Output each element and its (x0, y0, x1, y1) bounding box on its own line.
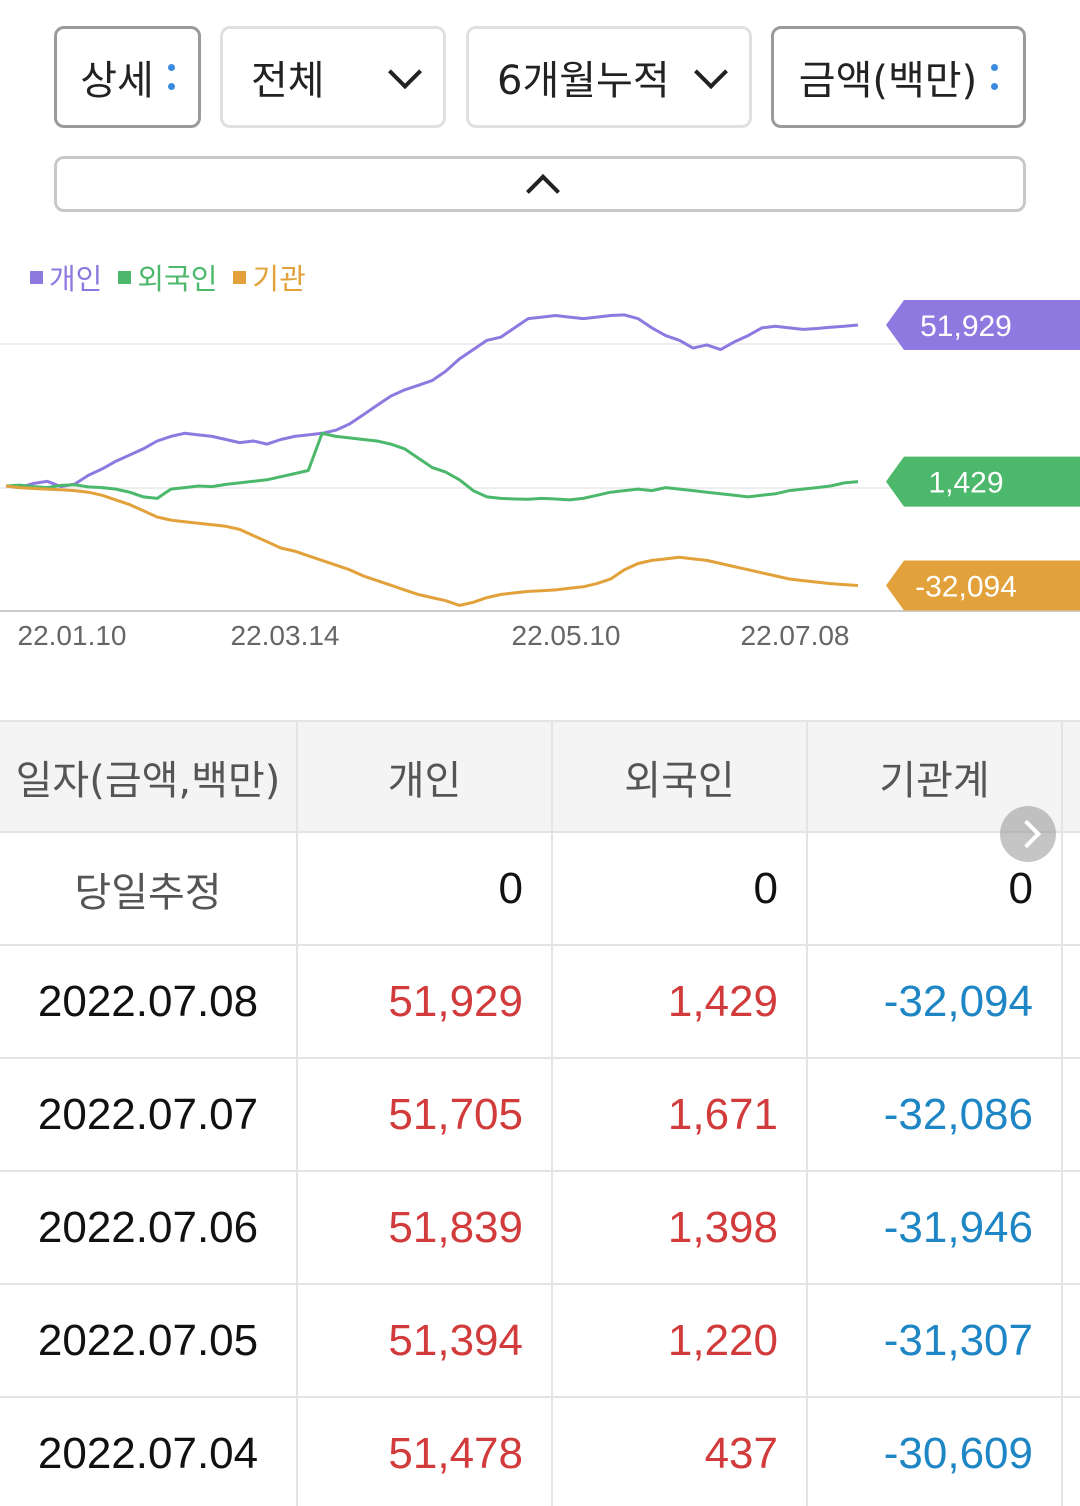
table-row-today: 당일추정 0 0 0 (0, 833, 1080, 946)
cell-date: 2022.07.05 (0, 1285, 298, 1396)
cell-institution: -32,086 (808, 1059, 1063, 1170)
end-tag-label: 1,429 (928, 467, 1003, 500)
legend-swatch (30, 270, 43, 284)
cell-individual: 51,394 (298, 1285, 553, 1396)
cell-foreign: 1,671 (553, 1059, 808, 1170)
cell-institution: 0 (808, 833, 1063, 944)
kebab-icon (991, 64, 999, 90)
unit-label: 금액(백만) (798, 58, 978, 104)
legend-label: 기관 (252, 262, 306, 296)
table-row: 2022.07.04 51,478 437 -30,609 (0, 1398, 1080, 1506)
cell-individual: 51,478 (298, 1398, 553, 1506)
scope-value: 전체 (251, 58, 325, 104)
x-tick-label: 22.01.10 (18, 620, 127, 651)
cell-foreign: 437 (553, 1398, 808, 1506)
today-label: 당일추정 (0, 833, 298, 944)
cell-institution: -31,307 (808, 1285, 1063, 1396)
table-row: 2022.07.05 51,394 1,220 -31,307 (0, 1285, 1080, 1398)
header-institution: 기관계 (808, 722, 1063, 831)
row-filler (1063, 1398, 1080, 1506)
cell-individual: 51,705 (298, 1059, 553, 1170)
chevron-up-icon (526, 174, 560, 208)
series-end-tag-2: -32,094 (886, 560, 1080, 611)
end-tag-label: 51,929 (920, 310, 1012, 343)
filter-bar: 상세 전체 6개월누적 금액(백만) (54, 26, 1026, 128)
scroll-right-button[interactable] (1000, 806, 1056, 862)
row-filler (1063, 1059, 1080, 1170)
chart-legend: 개인 외국인 기관 (30, 256, 322, 298)
header-individual: 개인 (298, 722, 553, 831)
series-line-0 (5, 313, 859, 490)
chevron-down-icon (694, 55, 728, 90)
cell-individual: 0 (298, 833, 553, 944)
unit-menu-button[interactable]: 금액(백만) (771, 26, 1026, 128)
investor-trend-chart: 51,929 1,429 -32,094 22.01.10 22.03.14 22.05… (0, 300, 1080, 651)
legend-item-foreign: 외국인 (118, 256, 217, 298)
legend-item-individual: 개인 (30, 256, 102, 298)
cell-date: 2022.07.07 (0, 1059, 298, 1170)
table-row: 2022.07.07 51,705 1,671 -32,086 (0, 1059, 1080, 1172)
series-line-1 (5, 431, 859, 502)
cell-individual: 51,839 (298, 1172, 553, 1283)
x-tick-label: 22.07.08 (741, 620, 850, 651)
investor-table: 일자(금액,백만) 개인 외국인 기관계 당일추정 0 0 0 2022.07.… (0, 720, 1080, 1506)
row-filler (1063, 833, 1080, 944)
series-line-2 (5, 484, 859, 607)
chevron-down-icon (388, 55, 422, 90)
row-filler (1063, 1285, 1080, 1396)
period-select[interactable]: 6개월누적 (466, 26, 752, 128)
detail-label: 상세 (80, 58, 154, 104)
detail-menu-button[interactable]: 상세 (54, 26, 201, 128)
kebab-icon (167, 64, 175, 90)
end-tag-shape (886, 456, 1080, 507)
cell-individual: 51,929 (298, 946, 553, 1057)
series-end-tag-1: 1,429 (886, 456, 1080, 507)
legend-label: 외국인 (137, 262, 218, 296)
table-row: 2022.07.08 51,929 1,429 -32,094 (0, 946, 1080, 1059)
period-value: 6개월누적 (497, 58, 670, 104)
cell-foreign: 1,398 (553, 1172, 808, 1283)
legend-swatch (233, 270, 247, 284)
cell-institution: -32,094 (808, 946, 1063, 1057)
cell-date: 2022.07.04 (0, 1398, 298, 1506)
x-tick-label: 22.03.14 (231, 620, 340, 651)
cell-date: 2022.07.08 (0, 946, 298, 1057)
collapse-toggle-button[interactable] (54, 156, 1026, 212)
end-tag-label: -32,094 (915, 571, 1017, 604)
legend-swatch (118, 270, 132, 284)
end-tag-shape (886, 560, 1080, 611)
x-tick-label: 22.05.10 (512, 620, 621, 651)
legend-item-institution: 기관 (233, 256, 306, 298)
row-filler (1063, 1172, 1080, 1283)
scope-select[interactable]: 전체 (220, 26, 446, 128)
series-end-tag-0: 51,929 (886, 300, 1080, 351)
table-header: 일자(금액,백만) 개인 외국인 기관계 (0, 720, 1080, 833)
cell-date: 2022.07.06 (0, 1172, 298, 1283)
header-date: 일자(금액,백만) (0, 722, 298, 831)
header-foreign: 외국인 (553, 722, 808, 831)
end-tag-shape (886, 300, 1080, 351)
cell-foreign: 1,220 (553, 1285, 808, 1396)
cell-institution: -31,946 (808, 1172, 1063, 1283)
header-filler (1063, 722, 1080, 831)
row-filler (1063, 946, 1080, 1057)
table-row: 2022.07.06 51,839 1,398 -31,946 (0, 1172, 1080, 1285)
cell-foreign: 0 (553, 833, 808, 944)
cell-foreign: 1,429 (553, 946, 808, 1057)
cell-institution: -30,609 (808, 1398, 1063, 1506)
legend-label: 개인 (49, 262, 103, 296)
